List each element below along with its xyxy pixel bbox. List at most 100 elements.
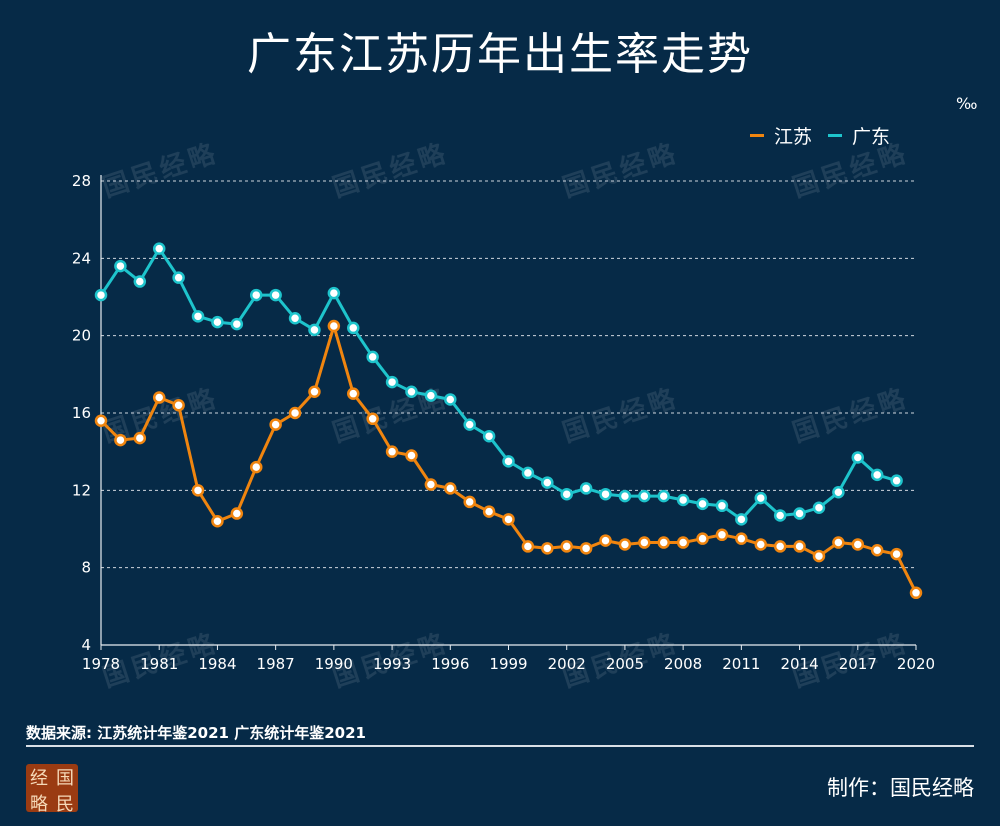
- data-point: [211, 515, 224, 528]
- data-point: [715, 499, 729, 513]
- legend-item-jiangsu: 江苏: [750, 122, 812, 149]
- x-tick-label: 1996: [431, 655, 469, 673]
- data-point: [812, 501, 826, 514]
- data-point: [444, 393, 457, 406]
- x-tick-label: 2011: [722, 655, 760, 673]
- data-point: [638, 489, 651, 503]
- gridlines: [101, 180, 916, 569]
- data-point: [172, 399, 185, 412]
- y-tick-label: 20: [72, 327, 91, 345]
- x-tick-label: 2014: [780, 655, 818, 673]
- data-point: [191, 310, 205, 323]
- x-tick-label: 1990: [315, 655, 353, 673]
- data-point: [793, 540, 806, 553]
- data-point: [773, 509, 787, 522]
- y-tick-label: 4: [81, 636, 91, 654]
- data-point: [327, 319, 341, 333]
- series-guangdong: [94, 242, 903, 526]
- data-point: [347, 387, 360, 400]
- data-point: [230, 507, 244, 520]
- x-tick-label: 2005: [606, 655, 644, 673]
- data-point: [618, 489, 632, 503]
- y-tick-label: 12: [72, 481, 91, 499]
- data-point: [832, 536, 845, 549]
- data-point: [366, 412, 379, 426]
- seal-char: 国: [56, 768, 74, 789]
- data-point: [482, 429, 496, 443]
- data-point: [133, 275, 147, 288]
- x-tick-label: 1999: [489, 655, 527, 673]
- x-tick-label: 1987: [257, 655, 295, 673]
- data-point: [618, 538, 632, 551]
- data-point: [560, 540, 573, 553]
- series-group: [94, 242, 923, 600]
- x-tick-label: 2020: [897, 655, 935, 673]
- data-point: [133, 431, 147, 445]
- seal-char: 略: [30, 794, 48, 815]
- data-point: [909, 586, 923, 600]
- data-point: [870, 468, 884, 482]
- data-point: [424, 389, 438, 402]
- data-point: [327, 286, 341, 300]
- data-point: [851, 451, 865, 464]
- data-point: [152, 242, 166, 255]
- data-point: [405, 449, 418, 462]
- data-point: [599, 534, 612, 547]
- data-point: [754, 538, 768, 551]
- legend-swatch-jiangsu: [750, 134, 764, 137]
- unit-label: ‰: [956, 94, 978, 113]
- data-point: [424, 478, 438, 491]
- x-tick-label: 1993: [373, 655, 411, 673]
- y-tick-label: 16: [72, 404, 91, 422]
- data-point: [463, 495, 476, 509]
- chart-title: 广东江苏历年出生率走势: [247, 29, 753, 80]
- data-point: [541, 542, 554, 555]
- data-point: [94, 288, 108, 302]
- data-point: [502, 513, 515, 526]
- series-line: [99, 247, 898, 521]
- data-point: [676, 493, 690, 507]
- data-point: [521, 466, 535, 480]
- x-tick-label: 2008: [664, 655, 702, 673]
- data-point: [773, 540, 787, 553]
- data-point: [638, 536, 651, 549]
- divider: [26, 745, 974, 747]
- x-tick-label: 2017: [839, 655, 877, 673]
- data-point: [676, 536, 690, 549]
- data-point: [890, 474, 903, 487]
- data-point: [696, 497, 709, 511]
- data-point: [890, 547, 903, 561]
- data-point: [657, 536, 670, 549]
- data-point: [579, 542, 593, 555]
- data-point: [288, 312, 302, 325]
- data-point: [482, 505, 496, 518]
- legend-label-jiangsu: 江苏: [774, 126, 813, 148]
- data-point: [191, 484, 205, 497]
- data-point: [249, 288, 263, 302]
- data-point: [114, 433, 127, 447]
- data-point: [599, 487, 612, 501]
- legend-label-guangdong: 广东: [852, 126, 891, 148]
- data-point: [793, 507, 806, 520]
- data-point: [735, 532, 748, 545]
- data-point: [249, 460, 263, 474]
- data-point: [502, 455, 515, 468]
- legend: 江苏 广东: [750, 122, 890, 149]
- data-point: [657, 489, 670, 503]
- data-point: [735, 513, 748, 526]
- y-tick-label: 8: [81, 559, 91, 577]
- data-point: [463, 418, 476, 431]
- seal-char: 民: [56, 794, 74, 815]
- series-jiangsu: [94, 319, 923, 600]
- data-point: [172, 271, 185, 284]
- data-point: [560, 487, 573, 501]
- data-point: [385, 375, 399, 389]
- data-point: [541, 476, 554, 489]
- data-point: [521, 540, 535, 553]
- data-point: [579, 482, 593, 495]
- legend-swatch-guangdong: [828, 134, 843, 137]
- data-point: [269, 418, 282, 431]
- data-point: [405, 385, 418, 398]
- y-axis: 4 8 12 16 20 24 28: [72, 172, 102, 654]
- x-tick-label: 1978: [82, 655, 120, 673]
